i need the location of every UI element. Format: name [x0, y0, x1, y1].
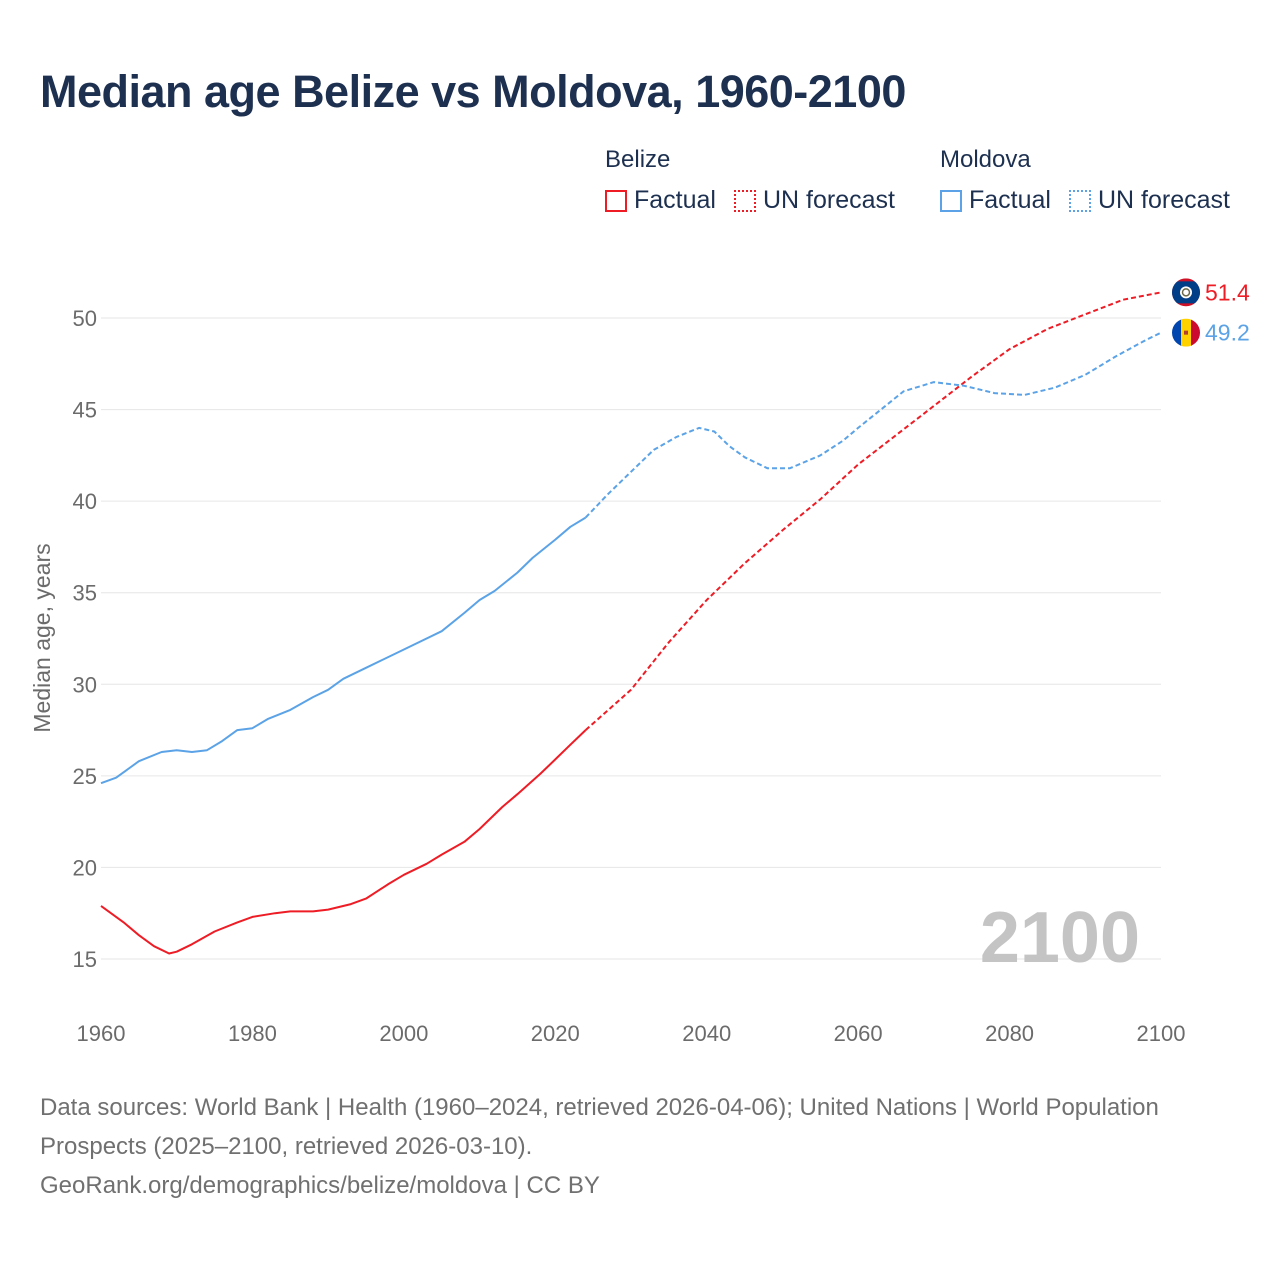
moldova-flag-icon — [1172, 318, 1200, 347]
moldova-end-value: 49.2 — [1205, 320, 1250, 346]
legend-swatch — [1068, 189, 1091, 212]
year-watermark: 2100 — [980, 898, 1140, 978]
legend-moldova-forecast[interactable]: UN forecast — [1068, 186, 1230, 215]
legend-label: Factual — [969, 186, 1051, 214]
y-tick-label: 50 — [73, 306, 97, 331]
belize-flag-icon — [1172, 278, 1200, 307]
legend-swatch — [733, 189, 756, 212]
chart-title: Median age Belize vs Moldova, 1960-2100 — [40, 66, 906, 117]
x-tick-label: 1980 — [228, 1021, 277, 1046]
footer: Data sources: World Bank | Health (1960–… — [40, 1088, 1190, 1205]
legend-belize-forecast[interactable]: UN forecast — [733, 186, 895, 215]
legend-swatch — [605, 189, 627, 212]
legend-label: UN forecast — [762, 186, 895, 214]
belize-factual-line[interactable] — [100, 729, 587, 955]
moldova-forecast-line[interactable] — [584, 331, 1162, 519]
y-tick-label: 25 — [73, 764, 97, 789]
legend-label: UN forecast — [1097, 186, 1230, 214]
legend-moldova-factual[interactable]: Factual — [940, 186, 1051, 215]
legend-swatch — [940, 189, 962, 212]
x-tick-label: 1960 — [77, 1021, 126, 1046]
moldova-factual-line[interactable] — [100, 516, 587, 785]
y-axis-label: Median age, years — [29, 543, 55, 732]
y-tick-label: 45 — [73, 398, 97, 423]
y-tick-label: 40 — [73, 489, 97, 514]
y-tick-label: 35 — [73, 581, 97, 606]
x-tick-label: 2020 — [531, 1021, 580, 1046]
legend-belize-factual[interactable]: Factual — [605, 186, 716, 215]
x-tick-label: 2080 — [985, 1021, 1034, 1046]
y-tick-label: 20 — [73, 855, 97, 880]
x-tick-label: 2000 — [379, 1021, 428, 1046]
source-link[interactable]: GeoRank.org/demographics/belize/moldova … — [40, 1172, 600, 1199]
legend-label: Factual — [634, 186, 716, 214]
belize-end-value: 51.4 — [1205, 279, 1250, 305]
legend-group-moldova: Moldova — [940, 146, 1031, 173]
x-tick-label: 2040 — [682, 1021, 731, 1046]
legend-moldova: Factual UN forecast — [940, 186, 1230, 215]
line-chart: 15 20 25 30 35 40 45 50 1960 1980 2000 2020 2040 2060… — [29, 278, 1250, 1046]
x-tick-label: 2060 — [834, 1021, 883, 1046]
belize-forecast-line[interactable] — [584, 291, 1162, 731]
y-tick-label: 15 — [73, 947, 97, 972]
data-sources: Data sources: World Bank | Health (1960–… — [40, 1094, 1159, 1160]
y-tick-label: 30 — [73, 672, 97, 697]
x-tick-label: 2100 — [1137, 1021, 1186, 1046]
legend-group-belize: Belize — [605, 146, 671, 173]
legend-belize: Factual UN forecast — [605, 186, 895, 215]
